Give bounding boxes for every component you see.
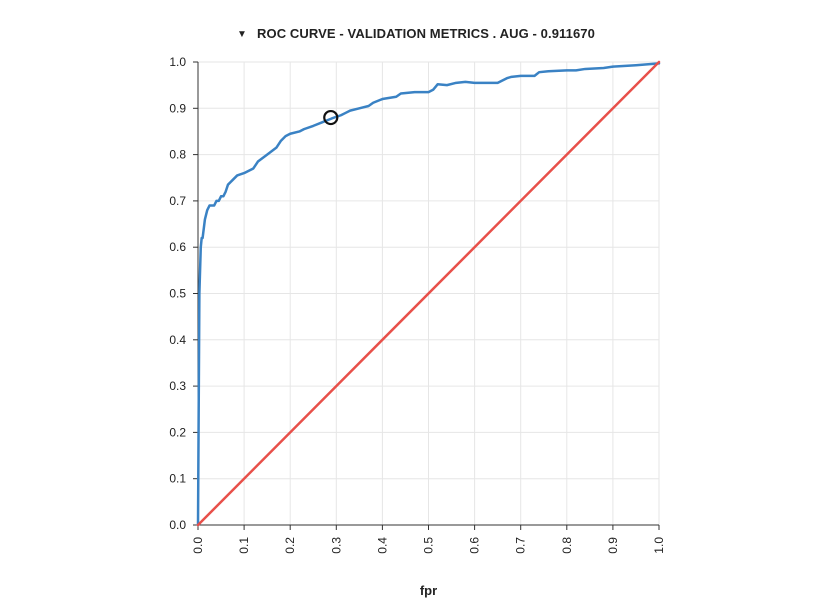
y-tick-label: 0.4 <box>169 333 186 347</box>
y-tick-label: 0.9 <box>169 101 186 115</box>
x-tick-label: 0.5 <box>422 537 436 554</box>
x-tick-label: 0.4 <box>375 537 389 554</box>
x-tick-label: 0.9 <box>606 537 620 554</box>
y-tick-label: 0.3 <box>169 379 186 393</box>
x-tick-label: 0.8 <box>560 537 574 554</box>
y-tick-label: 0.5 <box>169 287 186 301</box>
x-tick-label: 0.0 <box>191 537 205 554</box>
y-tick-label: 0.1 <box>169 472 186 486</box>
y-tick-label: 0.6 <box>169 240 186 254</box>
x-tick-label: 0.6 <box>468 537 482 554</box>
y-tick-label: 1.0 <box>169 55 186 69</box>
roc-curve-line <box>196 62 661 527</box>
x-tick-label: 0.2 <box>283 537 297 554</box>
y-tick-label: 0.2 <box>169 425 186 439</box>
y-tick-label: 0.8 <box>169 148 186 162</box>
x-tick-label: 0.3 <box>329 537 343 554</box>
x-tick-label: 0.1 <box>237 537 251 554</box>
y-tick-label: 0.0 <box>169 518 186 532</box>
y-tick-label: 0.7 <box>169 194 186 208</box>
chart-title-row: ▼ ROC CURVE - VALIDATION METRICS . AUG - … <box>0 26 832 41</box>
chart-title: ROC CURVE - VALIDATION METRICS . AUG - 0… <box>257 26 595 41</box>
diagonal-reference-line <box>196 60 661 527</box>
operating-point-marker <box>323 109 339 126</box>
x-axis-label: fpr <box>420 583 437 598</box>
x-tick-label: 0.7 <box>514 537 528 554</box>
x-tick-label: 1.0 <box>652 537 666 554</box>
triangle-down-icon[interactable]: ▼ <box>237 29 248 40</box>
